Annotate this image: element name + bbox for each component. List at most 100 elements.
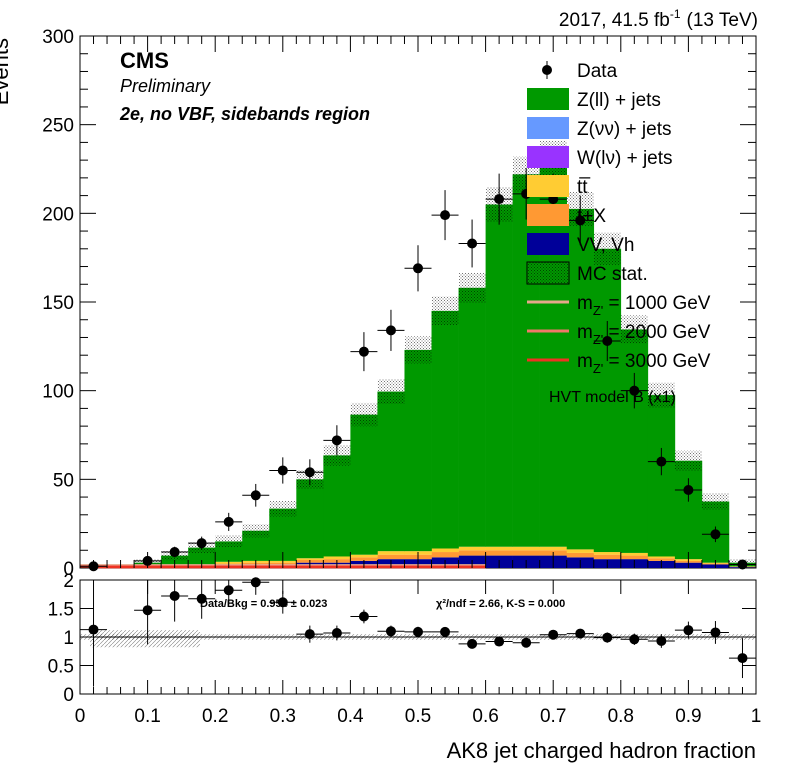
- ratio-point-9: [358, 611, 369, 622]
- main-ytick-label-6: 300: [42, 27, 74, 48]
- data-point-13: [440, 210, 451, 221]
- bar-t-x-14: [458, 550, 486, 556]
- bar-z-ll-jets-9: [323, 455, 351, 557]
- bar-tt--17: [539, 546, 568, 551]
- legend-label: VV, Vh: [577, 235, 634, 256]
- preliminary-label: Preliminary: [120, 76, 211, 96]
- bar-tt--9: [323, 556, 351, 560]
- data-point-4: [196, 538, 207, 549]
- data-point-15: [494, 194, 505, 205]
- hvt-label: HVT model B (x1): [549, 389, 676, 406]
- bar-t-x-18: [566, 552, 595, 558]
- x-axis-label: AK8 jet charged hadron fraction: [447, 738, 756, 763]
- legend-entry-2: Z(νν) + jets: [527, 117, 671, 140]
- ratio-ytick-label-4: 2: [63, 571, 74, 592]
- x-tick-label-1: 0.1: [134, 706, 160, 727]
- legend-label: MC stat.: [577, 264, 648, 285]
- y-axis-label: Events: [0, 38, 13, 105]
- bar-z-ll-jets-20: [620, 329, 649, 553]
- legend-swatch: [527, 146, 569, 168]
- legend-label-sub: Z': [593, 361, 603, 376]
- data-point-12: [413, 263, 423, 274]
- mc-stat-band-11: [377, 379, 405, 404]
- bar-t-x-13: [431, 552, 459, 558]
- ratio-point-6: [277, 597, 288, 608]
- ratio-point-1: [142, 605, 153, 616]
- data-point-23: [710, 529, 721, 540]
- legend-label: tt̅: [577, 177, 591, 198]
- ratio-point-17: [575, 628, 586, 639]
- ratio-point-7: [304, 629, 315, 640]
- bar-z-ll-jets-13: [431, 310, 459, 549]
- mc-stat-band-21: [647, 382, 675, 408]
- legend-swatch: [527, 117, 569, 139]
- ratio-point-20: [656, 635, 667, 646]
- mc-stat-band-13: [431, 296, 459, 326]
- ratio-point-3: [196, 593, 207, 604]
- x-tick-label-5: 0.5: [405, 706, 431, 727]
- ratio-ytick-label-0: 0: [63, 685, 74, 706]
- mc-stat-band-5: [215, 535, 243, 548]
- main-axes: 0 50 100 150 200 250 300: [42, 27, 757, 580]
- mc-stat-band-23: [701, 493, 729, 510]
- bar-tt--20: [620, 552, 649, 556]
- legend-label-rest: = 2000 GeV: [603, 322, 711, 343]
- x-tick-label-3: 0.3: [270, 706, 296, 727]
- mc-stat-band-19: [593, 232, 621, 265]
- cms-label: CMS: [120, 48, 169, 73]
- bar-z-ll-jets-22: [674, 460, 703, 560]
- legend-label-rest: = 1000 GeV: [603, 293, 711, 314]
- x-tick-label-8: 0.8: [608, 706, 634, 727]
- mc-stat-band-10: [350, 402, 378, 427]
- data-point-7: [277, 465, 288, 476]
- legend-label-sub: Z': [593, 332, 603, 347]
- data-point-21: [656, 456, 667, 467]
- ratio-point-8: [331, 628, 342, 639]
- legend-entry-10: mZ' = 3000 GeV: [527, 351, 711, 376]
- x-tick-label-4: 0.4: [337, 706, 364, 727]
- bar-t-x-11: [377, 554, 405, 560]
- ratio-point-11: [413, 626, 423, 637]
- bar-z-ll-jets-11: [377, 391, 405, 552]
- bar-tt--15: [485, 546, 513, 551]
- mc-stat-band-7: [269, 500, 297, 517]
- main-ytick-label-5: 250: [42, 116, 74, 137]
- legend-entry-6: VV, Vh: [527, 233, 634, 256]
- chi2-text: χ²/ndf = 2.66, K-S = 0.000: [436, 598, 565, 610]
- ratio-point-12: [440, 626, 451, 637]
- data-point-11: [385, 325, 396, 336]
- bar-tt--11: [377, 551, 405, 555]
- ratio-point-13: [467, 638, 478, 649]
- main-ytick-label-1: 50: [53, 470, 74, 491]
- data-point-20: [629, 385, 640, 396]
- legend-swatch: [527, 88, 569, 110]
- data-point-22: [683, 484, 694, 495]
- legend-label-sub: Z': [593, 303, 603, 318]
- ratio-plot: [80, 577, 756, 687]
- main-ytick-label-0: 0: [63, 559, 74, 580]
- legend-label: t+X: [577, 206, 606, 227]
- bar-t-x-21: [647, 558, 676, 561]
- ratio-point-23: [737, 653, 748, 664]
- legend-entry-8: mZ' = 1000 GeV: [527, 293, 711, 318]
- legend-label: W(lν) + jets: [577, 148, 673, 169]
- bar-tt--19: [593, 552, 622, 555]
- bar-tt--14: [458, 546, 486, 551]
- ratio-point-21: [683, 625, 694, 636]
- bar-z-ll-jets-15: [485, 204, 513, 547]
- mc-stat-band-6: [242, 524, 270, 538]
- lumi-sup: -1: [670, 7, 681, 21]
- bar-tt--16: [512, 546, 540, 551]
- ratio-point-22: [710, 627, 721, 638]
- x-tick-label-9: 0.9: [675, 706, 701, 727]
- legend-label: Z(νν) + jets: [577, 119, 671, 140]
- mc-stat-band-22: [674, 450, 702, 471]
- bar-z-ll-jets-12: [404, 349, 432, 552]
- ratio-point-18: [602, 632, 613, 643]
- x-tick-label-10: 1: [751, 706, 762, 727]
- ratio-point-5: [250, 577, 261, 588]
- region-label: 2e, no VBF, sidebands region: [119, 104, 370, 124]
- legend-label: mZ' = 1000 GeV: [577, 293, 711, 318]
- bar-z-ll-jets-8: [296, 479, 324, 559]
